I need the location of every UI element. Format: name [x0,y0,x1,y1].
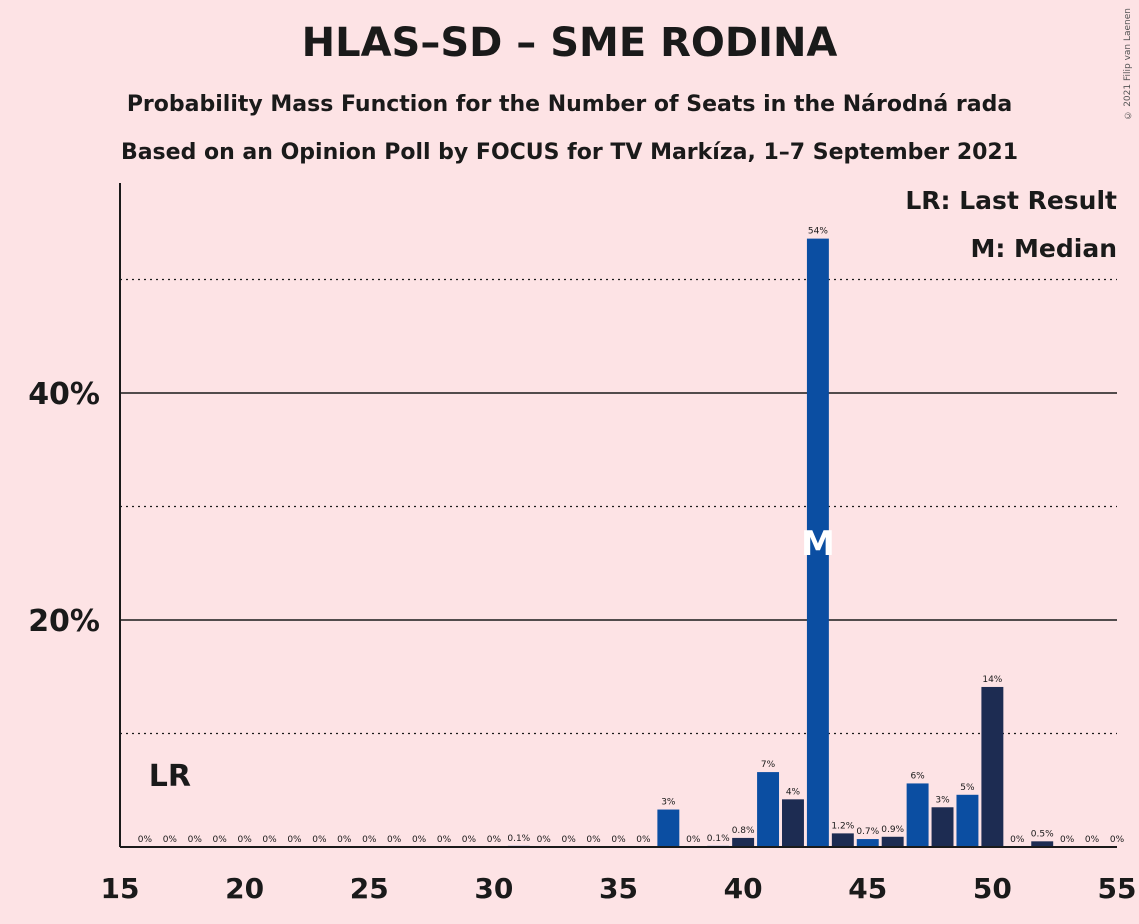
bar-value-label: 54% [808,227,828,237]
bar-value-label: 0% [611,835,626,845]
bar-value-label: 0.1% [707,834,730,844]
bar-value-label: 0.7% [856,827,879,837]
bar-value-label: 4% [786,787,801,797]
chart-source: Based on an Opinion Poll by FOCUS for TV… [120,140,1019,165]
bar-value-label: 0% [636,835,651,845]
last-result-marker: LR [149,759,191,794]
bar-value-label: 0% [562,835,577,845]
bar [806,238,829,848]
bar [906,783,929,847]
bar-value-label: 0% [237,835,252,845]
bar [931,807,954,847]
legend-median: M: Median [970,234,1117,263]
bar-value-label: 14% [982,675,1002,685]
bar [956,794,979,847]
bar-value-label: 3% [661,798,676,808]
bar-value-label: 0% [1110,835,1125,845]
bar-value-label: 0% [387,835,402,845]
bar-value-label: 7% [761,760,776,770]
bar-value-label: 0% [586,835,601,845]
bar-value-label: 0% [1010,835,1025,845]
x-tick-label: 45 [848,872,887,905]
x-tick-label: 30 [474,872,513,905]
bar-value-label: 0% [1060,835,1075,845]
bar-value-label: 0% [412,835,427,845]
bar [981,686,1004,847]
bar-value-label: 0% [213,835,228,845]
bar-value-label: 6% [910,771,925,781]
bar-value-label: 0% [163,835,178,845]
bar-value-label: 0.5% [1031,829,1054,839]
x-tick-label: 25 [350,872,389,905]
bar-value-label: 3% [935,795,950,805]
x-tick-label: 55 [1098,872,1137,905]
bar-value-label: 0% [362,835,377,845]
bar [657,809,680,847]
bar-value-label: 0% [462,835,477,845]
bar-value-label: 0% [487,835,502,845]
axes: 20% 40% 15 20 25 30 35 40 45 50 55 LR [28,183,1136,905]
legend-last-result: LR: Last Result [905,186,1117,215]
bar-value-label: 0% [686,835,701,845]
bar-value-label: 0% [312,835,327,845]
x-tick-label: 20 [225,872,264,905]
bar [757,772,780,847]
bar [1031,841,1054,847]
bar-value-label: 0% [262,835,277,845]
bar-value-label: 0% [437,835,452,845]
bar-value-label: 0% [188,835,203,845]
bar-value-label: 0% [1085,835,1100,845]
bar [732,837,755,847]
x-tick-label: 50 [973,872,1012,905]
bars: 0% 0% 0% 0% 0% 0% 0% 0% 0% 0% 0% 0% 0% 0% 0% 0.1% 0% 0% 0%… [138,227,1125,848]
bar [831,833,854,847]
bar-value-label: 0.8% [732,826,755,836]
x-tick-label: 15 [101,872,140,905]
y-tick-label: 40% [28,377,100,412]
bar [856,839,879,847]
bar-value-label: 1.2% [831,821,854,831]
bar-value-label: 5% [960,783,975,793]
bar-value-label: 0.9% [881,825,904,835]
bar-value-label: 0% [537,835,552,845]
median-marker: M [801,524,835,564]
bar-value-label: 0% [287,835,302,845]
chart-subtitle: Probability Mass Function for the Number… [126,92,1013,117]
gridlines [120,278,1117,735]
bar [782,799,804,847]
y-tick-label: 20% [28,604,100,639]
bar-value-label: 0.1% [507,834,530,844]
bar-value-label: 0% [337,835,352,845]
chart-title: HLAS–SD – SME RODINA [301,20,838,66]
bar [881,836,904,847]
x-tick-label: 35 [599,872,638,905]
bar-value-label: 0% [138,835,153,845]
x-tick-label: 40 [724,872,763,905]
